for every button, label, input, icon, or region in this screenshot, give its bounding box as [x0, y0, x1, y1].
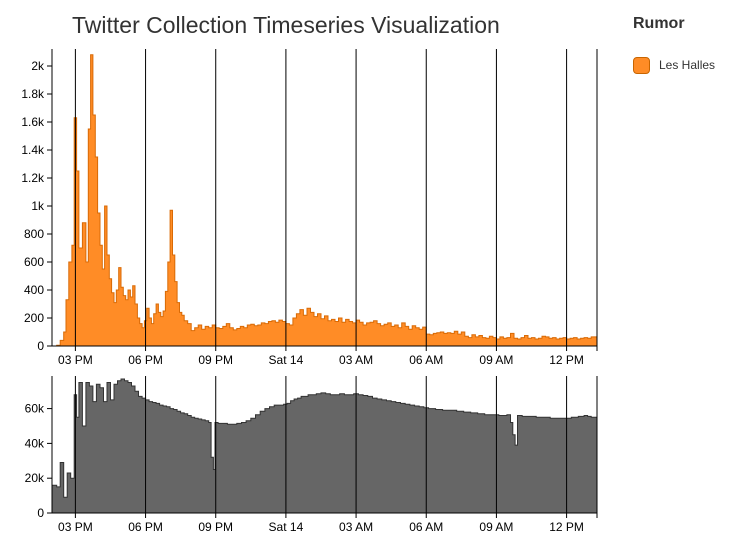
focus-x-tick-label: 09 PM — [198, 353, 233, 367]
legend-label: Les Halles — [659, 58, 716, 72]
focus-x-tick-label: 06 PM — [128, 353, 163, 367]
context-x-tick-label: 03 PM — [58, 520, 93, 533]
context-x-tick-label: Sat 14 — [269, 520, 304, 533]
context-x-tick-label: 03 AM — [339, 520, 373, 533]
context-x-tick-label: 09 PM — [198, 520, 233, 533]
context-area — [51, 378, 598, 514]
focus-y-tick-label: 600 — [24, 255, 44, 269]
context-x-tick-label: 09 AM — [479, 520, 513, 533]
focus-y-tick-label: 1.6k — [21, 115, 45, 129]
context-y-tick-label: 0 — [37, 506, 44, 520]
focus-y-tick-label: 1k — [31, 199, 45, 213]
focus-x-tick-label: Sat 14 — [269, 353, 304, 367]
focus-x-tick-label: 09 AM — [479, 353, 513, 367]
focus-y-tick-label: 2k — [31, 59, 45, 73]
legend-swatch — [633, 56, 650, 74]
focus-y-tick-label: 0 — [37, 339, 44, 353]
legend-title: Rumor — [633, 15, 685, 32]
context-y-tick-label: 40k — [25, 436, 45, 450]
context-y-tick-label: 60k — [25, 402, 45, 416]
focus-x-tick-label: 12 PM — [549, 353, 584, 367]
context-x-tick-label: 06 PM — [128, 520, 163, 533]
focus-x-tick-label: 03 PM — [58, 353, 93, 367]
focus-panel: 03 PM 06 PM 09 PM Sat 14 03 AM 06 AM 09 AM 12 P… — [21, 49, 598, 367]
focus-y-tick-label: 800 — [24, 227, 44, 241]
focus-y-tick-label: 1.4k — [21, 143, 45, 157]
context-y-tick-label: 20k — [25, 471, 45, 485]
focus-y-tick-label: 400 — [24, 283, 44, 297]
context-panel: 03 PM 06 PM 09 PM Sat 14 03 AM 06 AM 09 AM 12 P… — [25, 376, 598, 533]
legend-item-les-halles[interactable]: Les Halles — [633, 55, 715, 75]
context-x-tick-label: 06 AM — [409, 520, 443, 533]
context-x-tick-label: 12 PM — [549, 520, 584, 533]
focus-x-tick-label: 03 AM — [339, 353, 373, 367]
focus-y-tick-label: 200 — [24, 311, 44, 325]
focus-area — [52, 54, 598, 347]
focus-x-tick-label: 06 AM — [409, 353, 443, 367]
chart-title: Twitter Collection Timeseries Visualizat… — [72, 12, 500, 38]
focus-y-tick-label: 1.2k — [21, 171, 45, 185]
focus-y-tick-label: 1.8k — [21, 87, 45, 101]
